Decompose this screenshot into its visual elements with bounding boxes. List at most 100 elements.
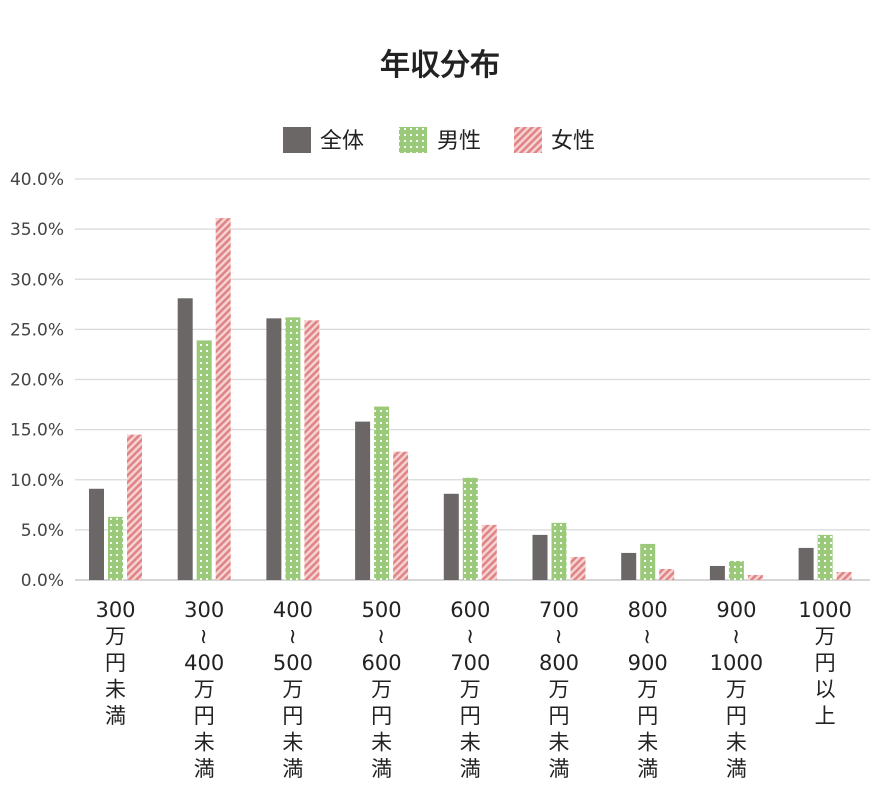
x-tick-label-line: 600 bbox=[450, 598, 490, 622]
bar-男性-8 bbox=[817, 534, 833, 580]
bar-男性-7 bbox=[728, 560, 744, 580]
legend-swatch-2 bbox=[514, 127, 542, 153]
bar-男性-1 bbox=[196, 340, 212, 580]
x-tick-label-line: 900 bbox=[716, 598, 756, 622]
x-tick-label-line: 円 bbox=[549, 704, 570, 728]
x-tick-label-line: ~ bbox=[370, 628, 394, 646]
x-tick-label-line: 円 bbox=[105, 651, 126, 675]
bar-全体-4 bbox=[443, 493, 459, 580]
bar-女性-0 bbox=[127, 434, 142, 580]
y-tick-label: 40.0% bbox=[10, 170, 64, 190]
bar-男性-6 bbox=[640, 543, 656, 580]
x-tick-label-line: 満 bbox=[460, 757, 481, 781]
bar-男性-3 bbox=[374, 406, 390, 580]
bar-女性-5 bbox=[570, 556, 586, 580]
x-tick-label-line: 満 bbox=[371, 757, 392, 781]
bar-全体-0 bbox=[89, 488, 104, 580]
x-tick-label-line: ~ bbox=[636, 628, 660, 646]
x-tick-label-line: 以 bbox=[815, 678, 836, 702]
x-tick-label-line: 円 bbox=[460, 704, 481, 728]
bar-男性-5 bbox=[551, 522, 567, 580]
bar-全体-7 bbox=[709, 565, 725, 580]
x-tick-label-line: 満 bbox=[726, 757, 747, 781]
x-tick-label-line: 万 bbox=[726, 678, 747, 702]
x-axis-labels: 300万円未満300~400万円未満400~500万円未満500~600万円未満… bbox=[95, 598, 851, 781]
bar-女性-7 bbox=[747, 574, 763, 580]
x-tick-label-line: 未 bbox=[371, 731, 392, 755]
x-tick-label-line: 未 bbox=[194, 731, 215, 755]
x-tick-label-line: 万 bbox=[282, 678, 303, 702]
x-tick-label-line: 万 bbox=[549, 678, 570, 702]
bar-女性-1 bbox=[215, 218, 231, 580]
x-tick-label-line: ~ bbox=[192, 628, 216, 646]
y-axis-ticks: 0.0% 5.0% 10.0% 15.0% 20.0% 25.0% 30.0% 35.0% 40… bbox=[10, 170, 64, 591]
y-tick-label: 0.0% bbox=[21, 571, 64, 591]
x-tick-label-line: ~ bbox=[724, 628, 748, 646]
bar-全体-1 bbox=[177, 298, 193, 580]
x-tick-label-line: 円 bbox=[637, 704, 658, 728]
bar-女性-8 bbox=[836, 571, 852, 580]
bar-男性-4 bbox=[462, 477, 478, 580]
x-tick-label-line: 400 bbox=[184, 651, 224, 675]
x-tick-label-line: 700 bbox=[450, 651, 490, 675]
x-tick-label-line: 300 bbox=[184, 598, 224, 622]
x-tick-label-line: ~ bbox=[458, 628, 482, 646]
bar-男性-2 bbox=[285, 317, 301, 580]
x-tick-label-line: 円 bbox=[726, 704, 747, 728]
y-tick-label: 10.0% bbox=[10, 471, 64, 491]
x-tick-label-line: 満 bbox=[282, 757, 303, 781]
legend-swatch-0 bbox=[283, 127, 311, 153]
x-tick-label-line: 未 bbox=[549, 731, 570, 755]
x-tick-label-line: 満 bbox=[549, 757, 570, 781]
x-tick-label-line: 300 bbox=[95, 598, 135, 622]
x-tick-label-line: 700 bbox=[539, 598, 579, 622]
x-tick-label-line: 万 bbox=[194, 678, 215, 702]
y-tick-label: 25.0% bbox=[10, 320, 64, 340]
chart-title: 年収分布 bbox=[380, 48, 500, 83]
x-tick-label-line: 未 bbox=[637, 731, 658, 755]
bar-全体-5 bbox=[532, 534, 548, 580]
y-tick-label: 15.0% bbox=[10, 421, 64, 441]
y-tick-label: 35.0% bbox=[10, 220, 64, 240]
x-tick-label-line: 1000 bbox=[710, 651, 763, 675]
x-tick-label-line: 500 bbox=[362, 598, 402, 622]
x-tick-label-line: ~ bbox=[547, 628, 571, 646]
legend-label: 男性 bbox=[437, 129, 481, 154]
x-tick-label-line: 満 bbox=[637, 757, 658, 781]
y-tick-label: 5.0% bbox=[21, 521, 64, 541]
x-tick-label-line: 上 bbox=[815, 704, 836, 728]
x-tick-label-line: ~ bbox=[281, 628, 305, 646]
bar-女性-6 bbox=[659, 568, 675, 580]
x-tick-label-line: 800 bbox=[628, 598, 668, 622]
x-tick-label-line: 万 bbox=[105, 625, 126, 649]
x-tick-label-line: 600 bbox=[362, 651, 402, 675]
x-tick-label-line: 400 bbox=[273, 598, 313, 622]
x-tick-label-line: 500 bbox=[273, 651, 313, 675]
x-tick-label-line: 円 bbox=[815, 651, 836, 675]
x-tick-label-line: 万 bbox=[460, 678, 481, 702]
x-tick-label-line: 未 bbox=[726, 731, 747, 755]
x-tick-label-line: 1000 bbox=[798, 598, 851, 622]
x-tick-label-line: 万 bbox=[371, 678, 392, 702]
x-tick-label-line: 未 bbox=[460, 731, 481, 755]
legend-label: 女性 bbox=[551, 129, 595, 154]
x-tick-label-line: 900 bbox=[628, 651, 668, 675]
legend-label: 全体 bbox=[320, 129, 364, 154]
x-tick-label-line: 万 bbox=[815, 625, 836, 649]
bar-女性-2 bbox=[304, 320, 320, 580]
y-tick-label: 20.0% bbox=[10, 371, 64, 391]
x-tick-label-line: 円 bbox=[194, 704, 215, 728]
x-tick-label-line: 800 bbox=[539, 651, 579, 675]
legend-swatch-1 bbox=[399, 127, 427, 153]
x-tick-label-line: 満 bbox=[105, 704, 126, 728]
y-tick-label: 30.0% bbox=[10, 270, 64, 290]
